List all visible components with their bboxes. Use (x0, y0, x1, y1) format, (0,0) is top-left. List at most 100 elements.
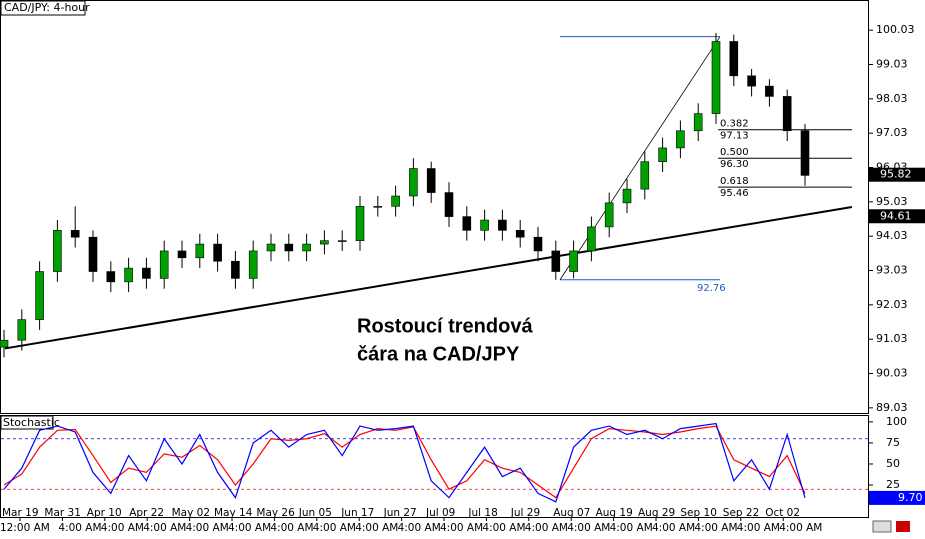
price-marker (869, 167, 925, 182)
y-tick-label: 50 (886, 457, 900, 470)
icon[interactable] (896, 521, 910, 532)
stoch-current-label: 9.70 (898, 491, 923, 504)
y-tick-label: 100.03 (876, 23, 915, 36)
x-date-label: Jul 29 (510, 507, 540, 519)
price-marker-label: 95.82 (880, 168, 912, 181)
candle-body (569, 250, 578, 272)
x-date-label: Jul 09 (425, 507, 455, 519)
x-date-label: Aug 07 (553, 507, 590, 519)
candle-body (800, 130, 810, 176)
x-date-label: Jun 17 (340, 507, 374, 519)
y-tick-label: 94.03 (876, 229, 908, 242)
candle-body (284, 243, 294, 252)
x-date-label: Apr 22 (129, 507, 164, 519)
candle-body (782, 96, 792, 132)
candle-body (302, 243, 311, 252)
x-time-label: 4:00 AM (186, 522, 229, 534)
fib-ratio: 0.382 (720, 119, 749, 130)
price-marker (869, 209, 925, 224)
icon[interactable] (872, 520, 892, 533)
fib-price: 95.46 (720, 188, 749, 199)
candle-body (88, 236, 98, 272)
candle-body (533, 236, 543, 252)
x-date-label: Aug 19 (596, 507, 633, 519)
main-frame (0, 0, 869, 414)
candle-body (622, 188, 632, 204)
x-date-label: Mar 19 (2, 507, 39, 519)
candle-body (142, 267, 151, 279)
candle-body (355, 205, 365, 241)
candle-body (515, 230, 525, 238)
x-time-label: 4:00 AM (355, 522, 398, 534)
candle-body (765, 85, 774, 97)
candle-body (587, 226, 596, 252)
candle-body (480, 219, 489, 231)
x-date-label: Oct 02 (765, 507, 800, 519)
candle-body (266, 243, 276, 252)
candle-body (729, 41, 739, 77)
candle-body (426, 168, 436, 193)
candle-body (604, 202, 614, 228)
x-time-label: 4:00 AM (228, 522, 271, 534)
x-date-label: Sep 22 (723, 507, 760, 519)
x-time-label: 4:00 AM (398, 522, 441, 534)
candle-body (676, 130, 685, 149)
y-tick-label: 92.03 (876, 298, 908, 311)
candle-body (53, 230, 62, 272)
x-date-label: May 02 (172, 507, 210, 519)
candle-body (444, 192, 454, 217)
y-tick-label: 90.03 (876, 367, 908, 380)
candle-body (248, 250, 258, 279)
fib-ratio: 0.500 (720, 147, 749, 158)
candle-body (658, 147, 667, 162)
stoch-title: Stochastic (3, 416, 60, 429)
fib-price: 97.13 (720, 131, 749, 142)
candle-body (106, 271, 116, 283)
y-tick-label: 99.03 (876, 57, 908, 70)
fib-low-label: 92.76 (697, 283, 726, 294)
x-date-label: Jul 18 (467, 507, 497, 519)
title-box (0, 0, 86, 16)
price-marker-label: 94.61 (880, 209, 912, 222)
y-tick-label: 98.03 (876, 92, 908, 105)
x-date-label: Mar 31 (44, 507, 81, 519)
candle-body (195, 243, 205, 259)
x-date-label: May 14 (214, 507, 253, 519)
stoch-current (869, 490, 925, 505)
x-time-label: 4:00 AM (270, 522, 313, 534)
x-time-label: 12:00 AM (0, 522, 50, 534)
candle-body (213, 243, 222, 262)
candle-body (124, 267, 133, 283)
x-time-label: 4:00 AM (143, 522, 186, 534)
y-tick-label: 89.03 (876, 401, 908, 414)
stoch-frame (0, 415, 869, 518)
x-date-label: Aug 29 (638, 507, 675, 519)
fib-ratio: 0.618 (720, 176, 749, 187)
y-tick-label: 93.03 (876, 264, 908, 277)
x-date-label: May 26 (256, 507, 295, 519)
x-time-label: 4:00 AM (652, 522, 695, 534)
annotation: čára na CAD/JPY (357, 343, 520, 365)
x-time-label: 4:00 AM (525, 522, 568, 534)
x-time-label: 4:00 AM (58, 522, 101, 534)
x-time-label: 4:00 AM (610, 522, 653, 534)
candle-body (640, 161, 650, 190)
candle-body (462, 216, 472, 231)
x-time-label: 4:00 AM (313, 522, 356, 534)
annotation: Rostoucí trendová (357, 315, 533, 337)
y-tick-label: 91.03 (876, 332, 908, 345)
y-tick-label: 100 (886, 415, 907, 428)
y-tick-label: 75 (886, 436, 900, 449)
stoch-title-box (0, 415, 54, 430)
fib-diagonal (559, 36, 721, 280)
candle-body (35, 271, 44, 320)
y-tick-label: 95.03 (876, 195, 908, 208)
candle-body (747, 75, 756, 87)
candle-body (17, 319, 27, 341)
x-date-label: Sep 10 (680, 507, 717, 519)
x-date-label: Apr 10 (87, 507, 122, 519)
x-time-label: 4:00 AM (567, 522, 610, 534)
candle-body (0, 339, 9, 348)
